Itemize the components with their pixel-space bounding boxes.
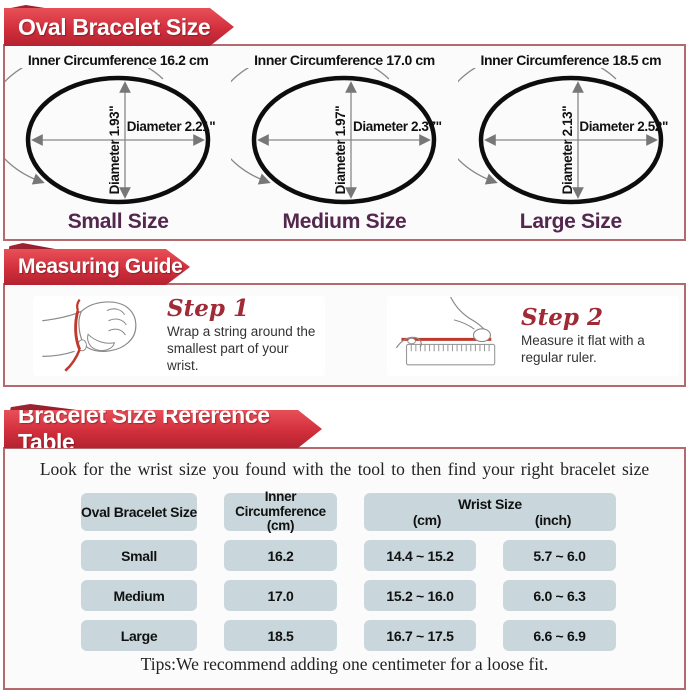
table-intro-text: Look for the wrist size you found with t… xyxy=(39,459,650,479)
size-name-label: Small Size xyxy=(67,210,169,233)
header-wrist-inch: (inch) xyxy=(534,512,572,528)
cell-wristcm-small: 14.4 ~ 15.2 xyxy=(364,540,476,571)
step2-title: Step 2 xyxy=(521,303,603,331)
step1-card: Step 1 Wrap a string around the smallest… xyxy=(33,296,325,376)
horizontal-diameter-label: Diameter 2.37" xyxy=(353,119,442,134)
circumference-label: Inner Circumference 18.5 cm xyxy=(480,52,662,68)
oval-size-section: Inner Circumference 16.2 cm Diameter 2.2… xyxy=(3,44,686,241)
header-inner-circumference-unit: (cm) xyxy=(266,518,295,534)
size-reference-table: Oval Bracelet Size Inner Circumference (… xyxy=(81,488,616,651)
vertical-diameter-label: Diameter 1.97" xyxy=(333,105,349,195)
cell-wristinch-medium: 6.0 ~ 6.3 xyxy=(503,580,616,611)
reference-table-banner: Bracelet Size Reference Table xyxy=(4,410,322,448)
oval-panel-large: Inner Circumference 18.5 cm Diameter 2.5… xyxy=(457,46,684,239)
cell-inner-large: 18.5 xyxy=(224,620,337,651)
oval-panel-medium: Inner Circumference 17.0 cm Diameter 2.3… xyxy=(231,46,457,239)
header-wrist-cm: (cm) xyxy=(412,512,442,528)
header-wrist-size-title: Wrist Size xyxy=(458,495,522,512)
banner-title: Measuring Guide xyxy=(4,249,190,285)
cell-inner-medium: 17.0 xyxy=(224,580,337,611)
oval-diagram xyxy=(5,68,211,205)
banner-title: Oval Bracelet Size xyxy=(4,8,234,46)
banner-title: Bracelet Size Reference Table xyxy=(4,410,322,448)
step2-ruler-illustration xyxy=(395,297,496,366)
cell-inner-small: 16.2 xyxy=(224,540,337,571)
step2-card: Step 2 Measure it flat with a regular ru… xyxy=(387,296,679,376)
header-inner-circumference-line1: Inner Circumference xyxy=(235,488,326,519)
step2-description: Measure it flat with a regular ruler. xyxy=(521,332,645,365)
horizontal-diameter-label: Diameter 2.52" xyxy=(579,119,668,134)
size-name-label: Large Size xyxy=(519,210,622,233)
oval-diagram xyxy=(231,68,437,205)
cell-wristinch-small: 5.7 ~ 6.0 xyxy=(503,540,616,571)
measuring-guide-section: Step 1 Wrap a string around the smallest… xyxy=(3,283,686,387)
horizontal-diameter-label: Diameter 2.21" xyxy=(126,119,216,134)
step1-description: Wrap a string around the smallest part o… xyxy=(167,324,316,373)
tips-text: Tips:We recommend adding one centimeter … xyxy=(140,654,549,674)
header-inner-circumference: Inner Circumference (cm) xyxy=(224,488,337,534)
reference-table-section: Look for the wrist size you found with t… xyxy=(3,447,686,690)
vertical-diameter-label: Diameter 2.13" xyxy=(559,105,575,195)
size-name-label: Medium Size xyxy=(282,210,407,233)
oval-diagram xyxy=(457,68,663,205)
cell-size-medium: Medium xyxy=(81,580,197,611)
measuring-guide-banner: Measuring Guide xyxy=(4,243,190,285)
oval-bracelet-size-banner: Oval Bracelet Size xyxy=(4,5,234,46)
oval-panel-small: Inner Circumference 16.2 cm Diameter 2.2… xyxy=(5,46,231,239)
circumference-label: Inner Circumference 16.2 cm xyxy=(27,52,209,68)
vertical-diameter-label: Diameter 1.93" xyxy=(107,105,122,195)
header-wrist-size: Wrist Size (cm) (inch) xyxy=(364,493,616,531)
circumference-label: Inner Circumference 17.0 cm xyxy=(254,52,435,68)
cell-size-small: Small xyxy=(81,540,197,571)
step1-wrist-string-illustration xyxy=(42,298,137,372)
header-oval-bracelet-size: Oval Bracelet Size xyxy=(81,493,197,531)
cell-wristcm-large: 16.7 ~ 17.5 xyxy=(364,620,476,651)
step1-title: Step 1 xyxy=(167,295,249,323)
cell-wristinch-large: 6.6 ~ 6.9 xyxy=(503,620,616,651)
cell-size-large: Large xyxy=(81,620,197,651)
cell-wristcm-medium: 15.2 ~ 16.0 xyxy=(364,580,476,611)
